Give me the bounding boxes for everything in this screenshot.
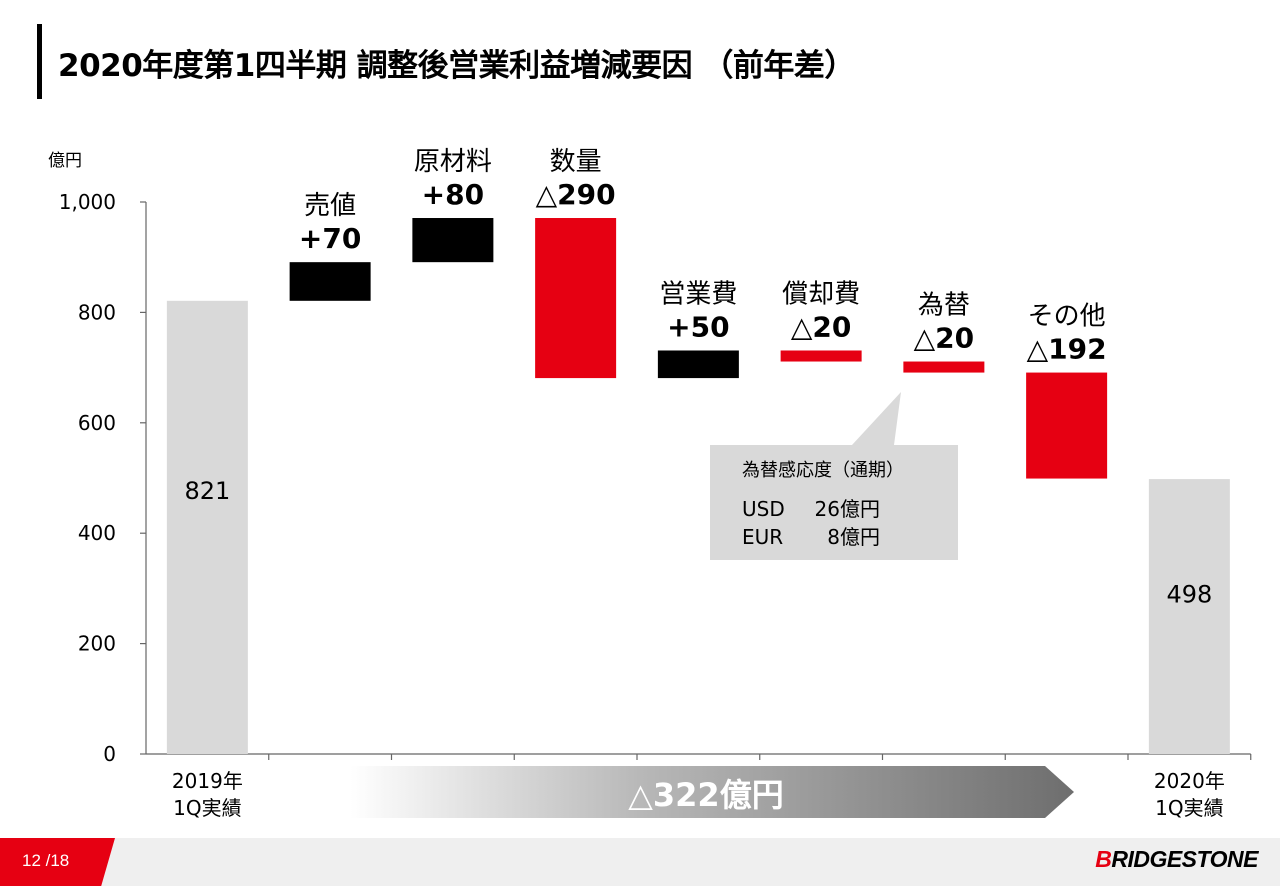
page-title: 2020年度第1四半期 調整後営業利益増減要因 （前年差） bbox=[58, 48, 855, 84]
delta-value-label: +50 bbox=[667, 310, 729, 343]
decrease-bar bbox=[903, 361, 985, 373]
fx-callout-currency: EUR bbox=[742, 525, 783, 549]
delta-value-label: △20 bbox=[791, 310, 852, 343]
y-tick-label: 400 bbox=[78, 521, 116, 545]
y-tick-label: 1,000 bbox=[59, 190, 116, 214]
bridgestone-logo: BRIDGESTONE bbox=[1095, 846, 1258, 872]
x-category-label: 1Q実績 bbox=[1155, 796, 1223, 820]
total-bar bbox=[1148, 479, 1230, 754]
delta-category-label: 営業費 bbox=[659, 279, 737, 309]
increase-bar bbox=[289, 262, 371, 301]
decrease-bar bbox=[1026, 372, 1108, 479]
delta-value-label: △192 bbox=[1027, 333, 1107, 366]
delta-category-label: 原材料 bbox=[414, 147, 492, 177]
total-value-label: 498 bbox=[1166, 581, 1212, 609]
y-tick-label: 0 bbox=[103, 742, 116, 766]
total-change-label: △322億円 bbox=[628, 776, 783, 814]
decrease-bar bbox=[780, 350, 862, 362]
page-number: 12 /18 bbox=[22, 851, 70, 870]
decrease-bar bbox=[535, 218, 617, 379]
delta-category-label: 為替 bbox=[918, 291, 970, 321]
fx-callout-title: 為替感応度（通期） bbox=[742, 460, 904, 481]
y-tick-label: 800 bbox=[78, 300, 116, 324]
delta-value-label: +80 bbox=[422, 178, 484, 211]
increase-bar bbox=[412, 218, 494, 263]
fx-callout-value: 8億円 bbox=[827, 525, 880, 549]
delta-value-label: △20 bbox=[914, 322, 975, 355]
fx-callout-currency: USD bbox=[742, 497, 785, 521]
delta-value-label: △290 bbox=[536, 178, 616, 211]
delta-category-label: 売値 bbox=[304, 191, 356, 221]
y-tick-label: 600 bbox=[78, 411, 116, 435]
delta-category-label: その他 bbox=[1028, 302, 1106, 332]
delta-category-label: 数量 bbox=[550, 147, 602, 177]
x-category-label: 1Q実績 bbox=[173, 796, 241, 820]
y-axis-unit: 億円 bbox=[48, 151, 82, 171]
footer-bar bbox=[0, 838, 1280, 886]
total-bar bbox=[166, 300, 248, 754]
delta-category-label: 償却費 bbox=[782, 279, 860, 309]
x-category-label: 2020年 bbox=[1154, 769, 1225, 793]
y-tick-label: 200 bbox=[78, 632, 116, 656]
page-number-tab bbox=[0, 838, 115, 886]
title-accent-bar bbox=[37, 24, 42, 99]
increase-bar bbox=[657, 350, 739, 379]
total-change-arrow bbox=[350, 766, 1074, 818]
delta-value-label: +70 bbox=[299, 222, 361, 255]
x-category-label: 2019年 bbox=[172, 769, 243, 793]
total-value-label: 821 bbox=[184, 477, 230, 505]
fx-callout-box bbox=[710, 392, 958, 560]
fx-callout-value: 26億円 bbox=[815, 497, 880, 521]
